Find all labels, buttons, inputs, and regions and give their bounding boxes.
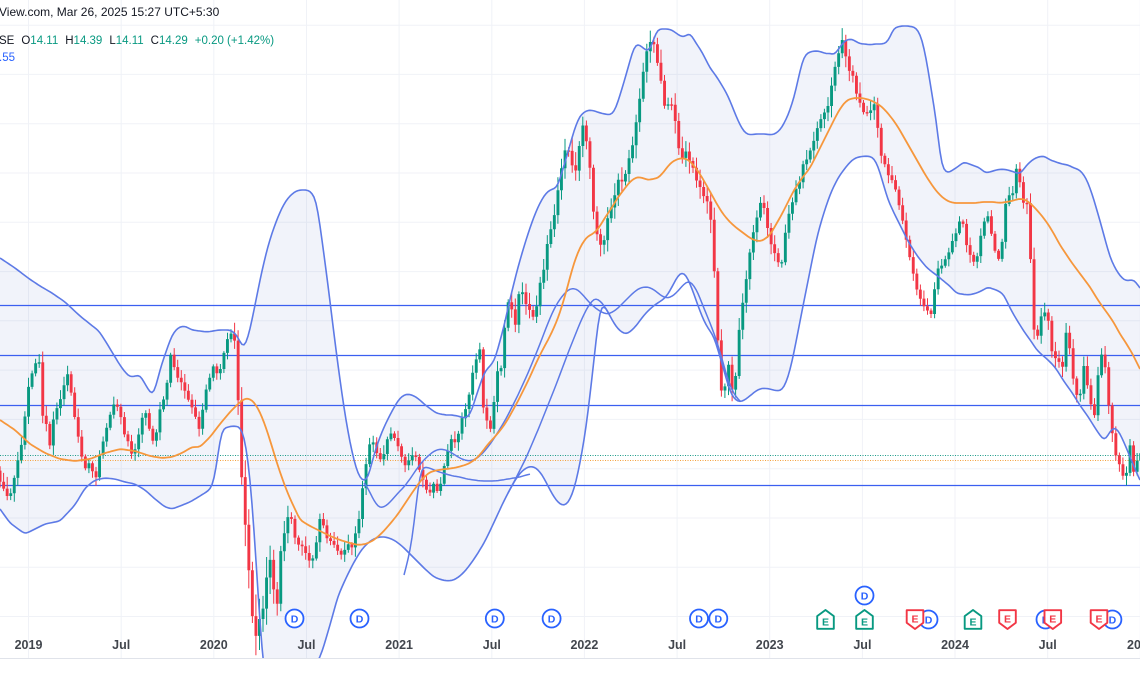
svg-text:D: D [1109,614,1117,626]
svg-text:E: E [861,617,868,629]
svg-text:D: D [695,613,703,625]
svg-text:20: 20 [1127,638,1140,652]
svg-text:Jul: Jul [297,638,315,652]
svg-text:D: D [715,613,723,625]
svg-text:D: D [491,613,499,625]
svg-text:E: E [1049,613,1056,625]
svg-text:2021: 2021 [385,638,413,652]
svg-text:2019: 2019 [15,638,43,652]
svg-text:D: D [291,613,299,625]
svg-text:Jul: Jul [1039,638,1057,652]
svg-text:View.com, Mar 26, 2025 15:27 U: View.com, Mar 26, 2025 15:27 UTC+5:30 [0,5,220,19]
svg-text:D: D [925,614,933,626]
svg-text:E: E [822,617,829,629]
svg-text:D: D [548,613,556,625]
svg-text:Jul: Jul [112,638,130,652]
svg-text:D: D [356,613,364,625]
svg-text:Jul: Jul [853,638,871,652]
svg-text:2023: 2023 [756,638,784,652]
svg-text:2020: 2020 [200,638,228,652]
svg-text:D: D [861,590,869,602]
svg-text:E: E [1004,613,1011,625]
svg-text:Jul: Jul [668,638,686,652]
svg-text:Jul: Jul [483,638,501,652]
svg-text:E: E [1095,613,1102,625]
svg-text:.55: .55 [0,52,15,64]
svg-text:2024: 2024 [941,638,969,652]
svg-text:E: E [911,613,918,625]
svg-text:E: E [969,617,976,629]
svg-text:2022: 2022 [570,638,598,652]
